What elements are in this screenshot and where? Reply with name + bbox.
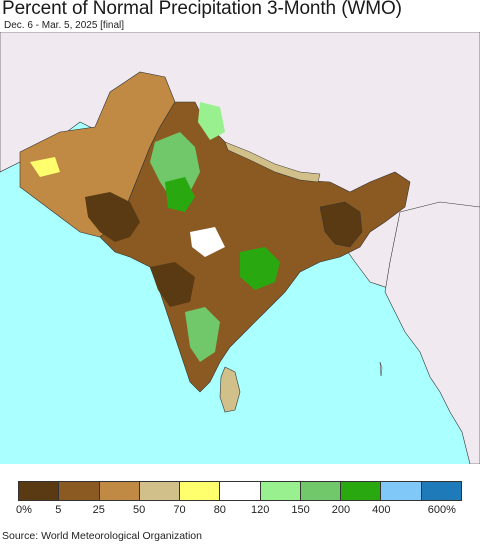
legend-swatch: [139, 482, 181, 500]
zone-dark-central: [150, 262, 195, 307]
legend-tick-label: 25: [92, 504, 105, 516]
legend-tick-label: 200: [331, 504, 351, 516]
legend-tick-label: 5: [55, 504, 62, 516]
legend-swatch: [99, 482, 140, 500]
legend-tick-label: 120: [250, 504, 270, 516]
legend-tick-label: 150: [291, 504, 310, 516]
legend-swatch: [381, 482, 422, 500]
legend-tick-label: 50: [132, 504, 146, 516]
land-nepal: [224, 141, 321, 183]
legend-swatch: [421, 482, 461, 500]
legend-swatch: [341, 482, 382, 500]
map-title: Percent of Normal Precipitation 3-Month …: [2, 0, 402, 19]
legend-swatch: [260, 482, 301, 500]
legend-tick-label: 70: [173, 504, 186, 516]
legend: 0% 5 25 50 70 80 120 150 200 400 600%: [0, 464, 480, 528]
precipitation-map: [0, 32, 480, 464]
land-bangladesh: [319, 201, 363, 248]
zone-light-green: [198, 102, 225, 140]
zone-green-central: [165, 177, 195, 212]
map-subtitle: Dec. 6 - Mar. 5, 2025 [final]: [4, 20, 125, 31]
legend-swatch: [300, 482, 342, 500]
zone-yellow: [30, 157, 60, 177]
legend-tick-label: 0%: [16, 504, 32, 516]
zone-green-east: [240, 247, 280, 290]
legend-swatch: [19, 482, 60, 500]
source-credit: Source: World Meteorological Organizatio…: [2, 530, 202, 542]
legend-swatch: [59, 482, 100, 500]
legend-swatch: [220, 482, 261, 500]
legend-swatch: [180, 482, 221, 500]
zone-dark-west: [85, 192, 140, 242]
legend-colorbar: [18, 481, 462, 501]
zone-white: [190, 227, 225, 257]
legend-tick-label: 80: [213, 504, 226, 516]
zone-green-south: [185, 307, 220, 362]
andaman-islands: [379, 361, 383, 377]
land-sri-lanka: [219, 366, 241, 413]
map-canvas: [0, 32, 480, 464]
outside-land-east: [384, 201, 480, 464]
zone-green-north: [150, 132, 200, 197]
legend-tick-label: 600%: [427, 504, 456, 516]
legend-tick-label: 400: [372, 504, 391, 516]
